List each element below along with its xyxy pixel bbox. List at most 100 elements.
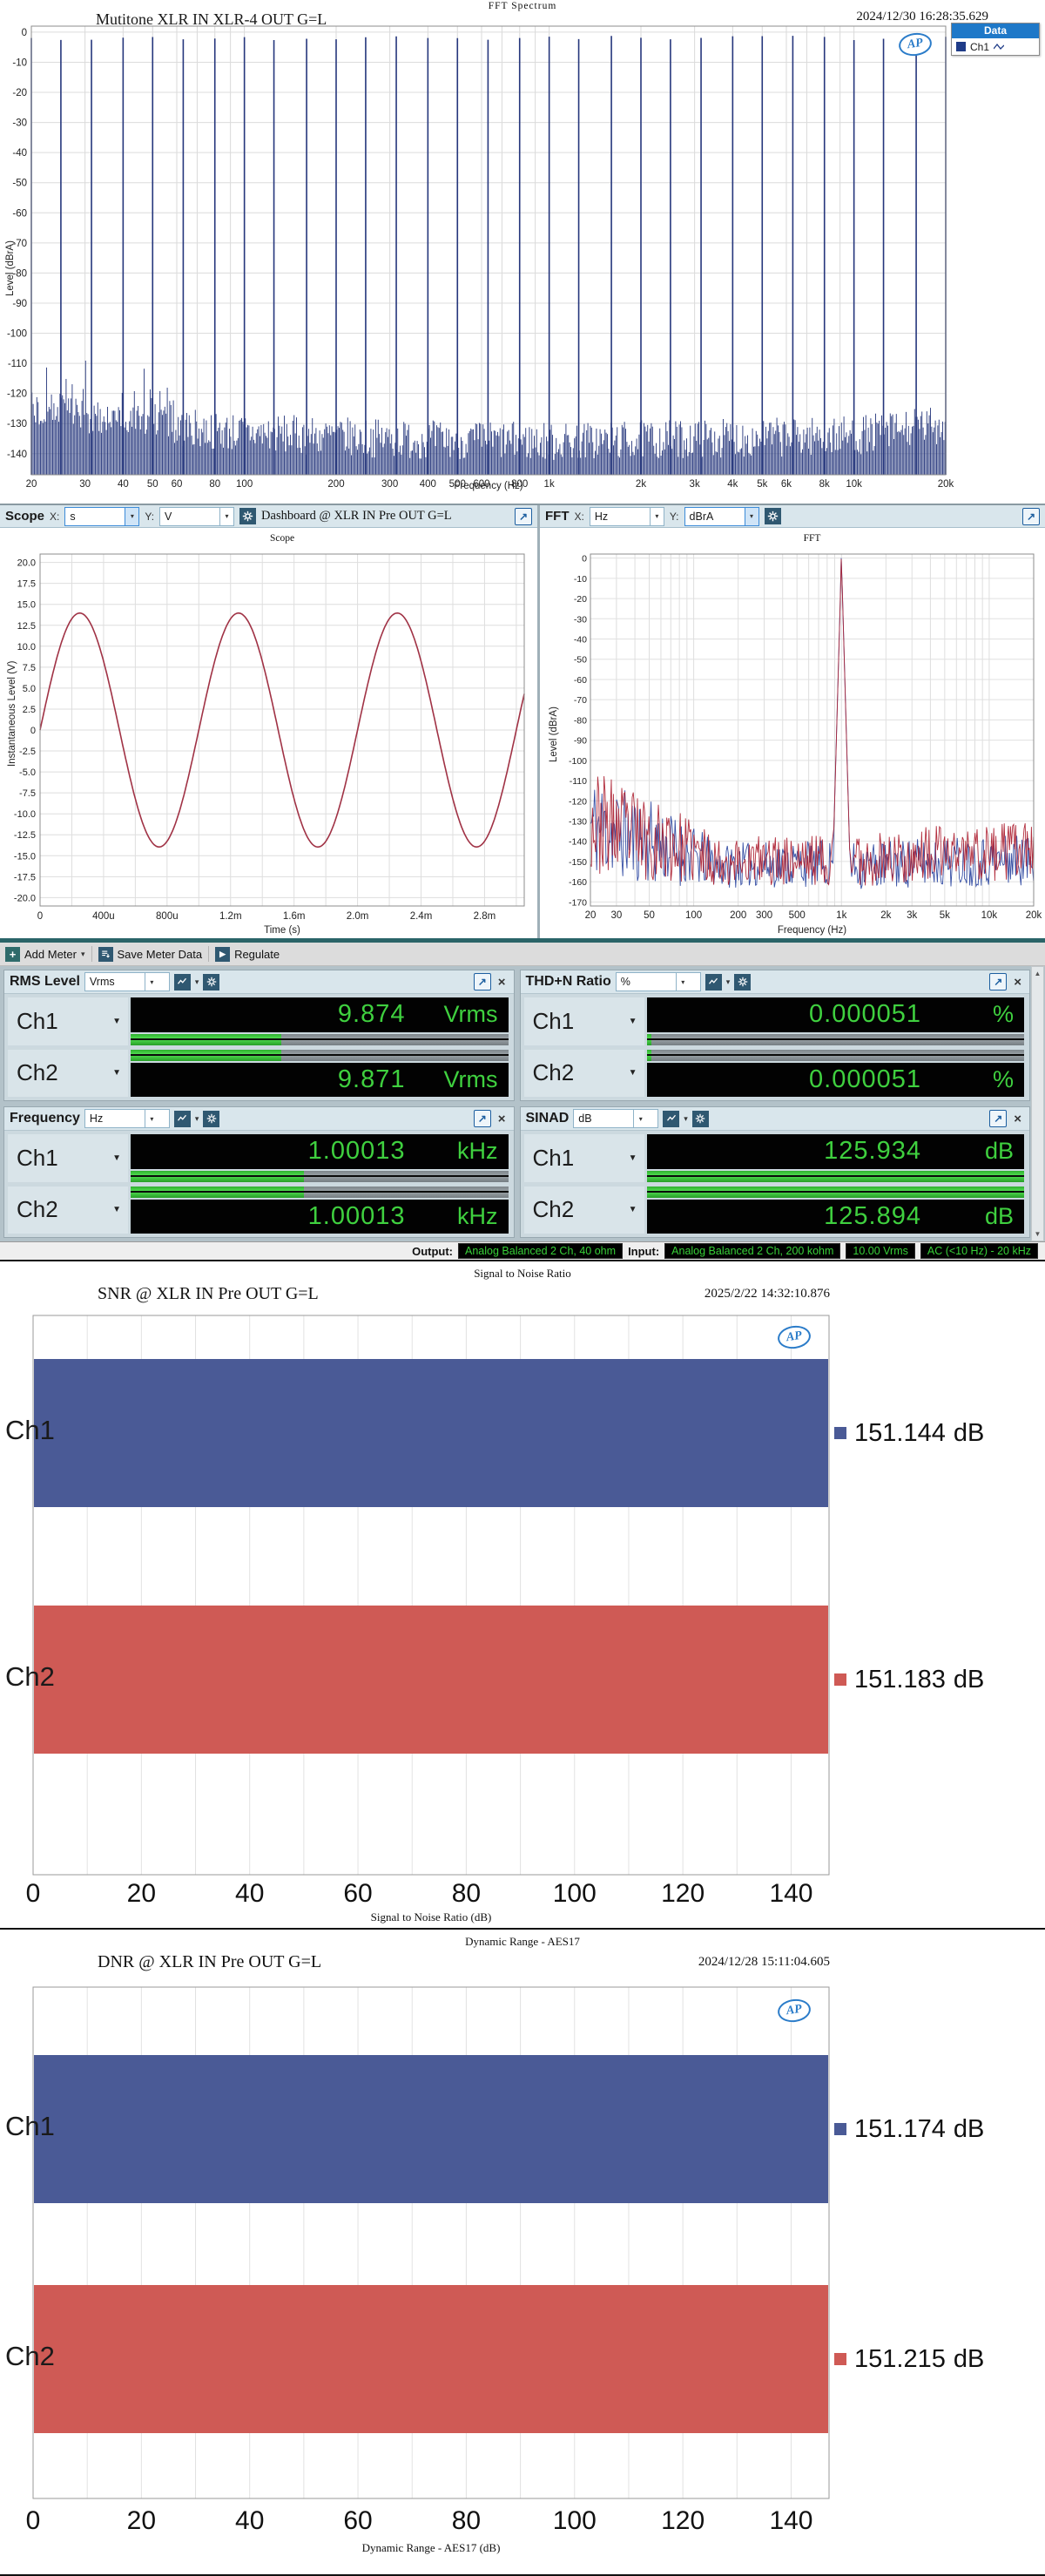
bar-meter (131, 1186, 509, 1198)
pop-out-button[interactable]: ↗ (1022, 507, 1040, 525)
chevron-down-icon: ▾ (125, 507, 139, 525)
svg-text:20k: 20k (1026, 910, 1042, 921)
save-meter-data-button[interactable]: Save Meter Data (98, 946, 202, 962)
svg-text:-160: -160 (569, 877, 587, 888)
chevron-down-icon: ▾ (219, 507, 233, 525)
output-config-badge[interactable]: Analog Balanced 2 Ch, 40 ohm (458, 1243, 624, 1259)
scope-y-units-dropdown[interactable]: V ▾ (159, 506, 235, 526)
svg-text:0: 0 (26, 1879, 41, 1908)
settings-gear-button[interactable] (764, 508, 781, 524)
settings-gear-button[interactable] (203, 973, 220, 991)
chevron-down-icon: ▾ (684, 1113, 688, 1123)
channel-selector[interactable]: Ch1 ▼ (523, 1134, 644, 1182)
fft-x-units-dropdown[interactable]: Hz ▾ (589, 506, 664, 526)
regulate-button[interactable]: ▶ Regulate (215, 946, 280, 962)
close-icon[interactable]: × (1014, 1111, 1021, 1126)
channel-selector[interactable]: Ch2 ▼ (8, 1186, 128, 1234)
chevron-down-icon: ▾ (725, 977, 731, 986)
vertical-scrollbar[interactable]: ▲ ▼ (1031, 966, 1044, 1241)
channel-selector[interactable]: Ch2 ▼ (523, 1049, 644, 1097)
data-legend: Data Ch1 (951, 23, 1040, 56)
settings-gear-button[interactable] (691, 1110, 709, 1127)
level-badge[interactable]: 10.00 Vrms (846, 1243, 915, 1259)
svg-text:100: 100 (685, 910, 702, 921)
close-icon[interactable]: × (497, 1111, 506, 1126)
svg-text:-20: -20 (12, 88, 27, 98)
chevron-down-icon: ▾ (144, 1110, 158, 1127)
dnr-report: Dynamic Range - AES17 DNR @ XLR IN Pre O… (0, 1928, 1045, 2576)
unit-dropdown[interactable]: Vrms ▾ (84, 972, 170, 991)
meter-style-button[interactable] (173, 1110, 191, 1127)
svg-text:20: 20 (127, 2506, 156, 2535)
chart-icon (178, 1114, 187, 1121)
scope-x-units-dropdown[interactable]: s ▾ (64, 506, 140, 526)
svg-text:40: 40 (118, 479, 129, 490)
close-icon[interactable]: × (1014, 974, 1021, 990)
settings-gear-button[interactable] (239, 508, 257, 524)
pop-out-button[interactable]: ↗ (473, 973, 491, 991)
fft-y-units-dropdown[interactable]: dBrA ▾ (684, 506, 759, 526)
svg-text:1k: 1k (544, 479, 555, 490)
pop-out-button[interactable]: ↗ (989, 1110, 1008, 1127)
frequency-meter: Frequency Hz ▾ ▾ ↗ × Ch1 ▼ 1.00013 kHz Ch2 ▼ (3, 1106, 515, 1238)
svg-text:2.0m: 2.0m (347, 911, 369, 922)
chevron-down-icon: ▼ (628, 1153, 637, 1163)
meter-style-button[interactable] (173, 973, 191, 991)
dnr-x-label: Dynamic Range - AES17 (dB) (361, 2541, 501, 2554)
channel-selector[interactable]: Ch2 ▼ (523, 1186, 644, 1234)
legend-entry-ch1[interactable]: Ch1 (952, 38, 1039, 55)
scroll-up-icon[interactable]: ▲ (1034, 970, 1042, 977)
channel-selector[interactable]: Ch1 ▼ (523, 997, 644, 1045)
meter-header: RMS Level Vrms ▾ ▾ ↗ × (4, 970, 514, 994)
unit-dropdown[interactable]: % ▾ (615, 972, 701, 991)
svg-text:-80: -80 (12, 268, 27, 279)
meter-header: SINAD dB ▾ ▾ ↗ × (520, 1107, 1029, 1131)
value-readout: 125.894 dB (646, 1199, 1024, 1234)
pop-out-button[interactable]: ↗ (515, 507, 532, 525)
svg-text:-17.5: -17.5 (14, 872, 36, 882)
svg-text:0: 0 (22, 28, 27, 38)
svg-text:120: 120 (661, 2506, 705, 2535)
channel-selector[interactable]: Ch2 ▼ (8, 1049, 128, 1097)
dnr-timestamp: 2024/12/28 15:11:04.605 (698, 1955, 830, 1969)
category-label-ch1: Ch1 (5, 2111, 55, 2141)
fft-panel-header: FFT X: Hz ▾ Y: dBrA ▾ ↗ (540, 505, 1045, 528)
pop-out-button[interactable]: ↗ (473, 1110, 491, 1127)
scope-x-label: Time (s) (264, 925, 300, 936)
unit-dropdown[interactable]: Hz ▾ (84, 1109, 170, 1128)
bar-meter (646, 1186, 1024, 1198)
svg-text:800: 800 (511, 479, 528, 490)
svg-text:6k: 6k (781, 479, 792, 490)
settings-gear-button[interactable] (203, 1110, 220, 1127)
legend-header: Data (952, 24, 1039, 38)
pop-out-button[interactable]: ↗ (989, 973, 1008, 991)
scroll-down-icon[interactable]: ▼ (1034, 1230, 1042, 1238)
channel-selector[interactable]: Ch1 ▼ (8, 997, 128, 1045)
bar-meter (131, 1049, 509, 1061)
svg-text:40: 40 (235, 2506, 264, 2535)
svg-text:3k: 3k (690, 479, 700, 490)
input-config-badge[interactable]: Analog Balanced 2 Ch, 200 kohm (664, 1243, 841, 1259)
svg-text:-140: -140 (569, 837, 587, 848)
x-axis-field-label: X: (574, 510, 584, 523)
meter-style-button[interactable] (663, 1110, 680, 1127)
svg-text:-70: -70 (12, 239, 27, 249)
meter-style-button[interactable] (705, 973, 722, 991)
chevron-down-icon: ▾ (675, 973, 690, 991)
close-icon[interactable]: × (497, 974, 506, 990)
value-readout: 1.00013 kHz (131, 1199, 509, 1234)
add-meter-button[interactable]: + Add Meter ▾ (5, 946, 85, 962)
channel-selector[interactable]: Ch1 ▼ (8, 1134, 128, 1182)
svg-text:-120: -120 (569, 796, 587, 807)
bar-meter (131, 1033, 509, 1045)
svg-text:100: 100 (553, 1879, 597, 1908)
unit-dropdown[interactable]: dB ▾ (573, 1109, 659, 1128)
scope-plot: 20.0 17.5 15.0 12.5 10.0 7.5 5.0 2.5 0 -2.5 -5.0 -7… (14, 553, 525, 922)
svg-text:60: 60 (343, 1879, 372, 1908)
meter-header: Frequency Hz ▾ ▾ ↗ × (4, 1107, 514, 1131)
bandwidth-badge[interactable]: AC (<10 Hz) - 20 kHz (920, 1243, 1038, 1259)
svg-text:-20: -20 (574, 594, 587, 605)
gear-icon (206, 1113, 217, 1124)
meter-title: THD+N Ratio (525, 974, 611, 989)
settings-gear-button[interactable] (734, 973, 752, 991)
